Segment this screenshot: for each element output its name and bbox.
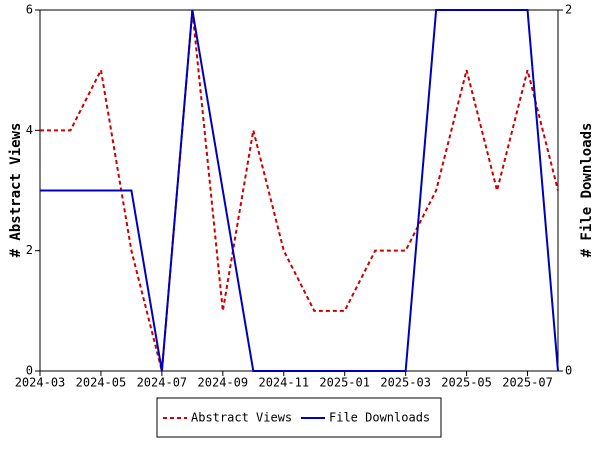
x-tick-label: 2025-03 bbox=[380, 376, 431, 390]
y-tick-label: 6 bbox=[26, 3, 33, 17]
y-tick-label: 4 bbox=[26, 123, 33, 137]
x-tick-label: 2024-03 bbox=[15, 376, 66, 390]
y2-tick-label: 2 bbox=[565, 3, 572, 17]
y2-axis-label: # File Downloads bbox=[579, 123, 595, 258]
x-tick-label: 2025-07 bbox=[502, 376, 553, 390]
series-line bbox=[40, 9, 559, 372]
legend-label: Abstract Views bbox=[191, 411, 292, 425]
x-tick-label: 2024-07 bbox=[137, 376, 188, 390]
x-tick-label: 2024-05 bbox=[76, 376, 127, 390]
legend bbox=[156, 397, 442, 438]
x-tick-label: 2024-09 bbox=[198, 376, 249, 390]
x-tick-label: 2024-11 bbox=[258, 376, 309, 390]
legend-label: File Downloads bbox=[329, 411, 430, 425]
y-tick-label: 0 bbox=[26, 364, 33, 378]
x-tick-label: 2025-05 bbox=[441, 376, 492, 390]
y-axis-label: # Abstract Views bbox=[8, 123, 24, 258]
x-tick-label: 2025-01 bbox=[319, 376, 370, 390]
series-line bbox=[40, 9, 559, 372]
y-tick-label: 2 bbox=[26, 243, 33, 257]
y2-tick-label: 0 bbox=[565, 364, 572, 378]
